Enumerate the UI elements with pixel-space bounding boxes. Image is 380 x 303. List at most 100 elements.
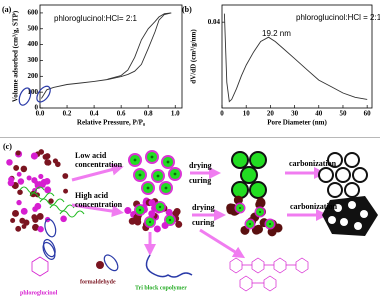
annotation: phloroglucinol:HCl = 2:1 bbox=[296, 13, 380, 22]
precursor-dot bbox=[32, 216, 39, 223]
pore bbox=[329, 154, 341, 166]
pore bbox=[337, 169, 349, 181]
pore bbox=[320, 169, 332, 181]
micelle-center bbox=[133, 158, 137, 162]
cured-dot bbox=[233, 195, 243, 205]
panel-label: (a) bbox=[2, 5, 12, 14]
x-tick-label: 10 bbox=[243, 110, 251, 118]
precursor-dot bbox=[15, 225, 22, 232]
micelle-center bbox=[148, 220, 152, 224]
pore bbox=[360, 210, 368, 218]
step-label: curing bbox=[192, 218, 214, 227]
annotation: phloroglucinol:HCl= 2:1 bbox=[54, 14, 137, 23]
precursor-dot bbox=[148, 210, 156, 218]
precursor-dot bbox=[63, 188, 69, 194]
micelle-center bbox=[138, 173, 142, 177]
pore bbox=[354, 222, 362, 230]
x-tick-label: 0.4 bbox=[90, 110, 99, 118]
x-tick-label: 0.2 bbox=[63, 110, 72, 118]
precursor-dot bbox=[32, 223, 39, 231]
x-tick-label: 60 bbox=[364, 110, 372, 118]
copolymer-loop bbox=[42, 241, 56, 260]
step-label: carbonization bbox=[289, 159, 337, 168]
precursor-dot bbox=[17, 189, 23, 195]
pore bbox=[340, 218, 348, 226]
micelle-center bbox=[158, 205, 162, 209]
arrow bbox=[199, 228, 246, 259]
legend-label: formaldehyde bbox=[80, 279, 116, 285]
x-tick-label: 40 bbox=[315, 110, 323, 118]
x-tick-label: 50 bbox=[339, 110, 347, 118]
precursor-dot bbox=[26, 175, 32, 181]
y-tick-label: 400 bbox=[28, 40, 39, 48]
micelle-center bbox=[168, 218, 172, 222]
x-tick-label: 1.0 bbox=[171, 110, 180, 118]
precursor-dot bbox=[44, 186, 52, 194]
step-label: drying bbox=[192, 203, 215, 212]
cured-core bbox=[242, 168, 256, 182]
precursor-dot bbox=[34, 202, 42, 210]
precursor-dot bbox=[48, 198, 54, 204]
micelle-center bbox=[248, 222, 252, 226]
pore bbox=[354, 169, 366, 181]
condition-label: concentration bbox=[75, 160, 123, 169]
arrow bbox=[71, 203, 124, 218]
precursor-dot bbox=[12, 209, 19, 217]
micelle-center bbox=[268, 222, 272, 226]
y-axis-label: Volume adsorbed (cm³/g, STP) bbox=[12, 10, 20, 102]
precursor-dot bbox=[8, 176, 15, 183]
x-tick-label: 20 bbox=[267, 110, 275, 118]
copolymer-loop bbox=[103, 254, 119, 272]
pore bbox=[328, 216, 336, 224]
micelle-center bbox=[238, 206, 242, 210]
data-line bbox=[223, 13, 368, 103]
x-axis-label: Pore Diameter (nm) bbox=[267, 119, 327, 127]
y-axis-label: dV/dD (cm³/g/nm) bbox=[190, 29, 198, 84]
precursor-dot bbox=[38, 173, 44, 180]
y-tick-label: 200 bbox=[28, 72, 39, 80]
precursor-dot bbox=[36, 213, 44, 220]
precursor-dot bbox=[17, 178, 25, 185]
plot-frame bbox=[39, 4, 183, 109]
copolymer-loop bbox=[43, 238, 56, 258]
precursor-dot bbox=[42, 154, 49, 160]
precursor-dot bbox=[60, 215, 67, 223]
x-tick-label: 0.8 bbox=[144, 110, 153, 118]
step-label: drying bbox=[189, 161, 212, 170]
x-tick-label: 30 bbox=[291, 110, 299, 118]
pore bbox=[346, 154, 358, 166]
legend-label: Tri block copolymer bbox=[135, 285, 187, 291]
arrow bbox=[71, 163, 124, 182]
x-axis-label: Relative Pressure, P/P₀ bbox=[77, 119, 145, 127]
precursor-dot bbox=[15, 150, 21, 156]
x-tick-label: 0.6 bbox=[117, 110, 126, 118]
precursor-dot bbox=[13, 164, 20, 171]
copolymer-chain bbox=[29, 192, 55, 200]
precursor-dot bbox=[30, 152, 38, 160]
precursor-dot bbox=[172, 209, 180, 217]
y-tick-label: 0 bbox=[35, 104, 39, 112]
pore bbox=[329, 184, 341, 196]
micelle-center bbox=[156, 174, 160, 178]
phloroglucinol-ring bbox=[31, 256, 49, 277]
precursor-dot bbox=[55, 161, 61, 168]
pore bbox=[346, 184, 358, 196]
precursor-dot bbox=[6, 159, 13, 166]
x-tick-label: 0.0 bbox=[36, 110, 45, 118]
step-label: curing bbox=[189, 176, 211, 185]
copolymer-chain bbox=[39, 198, 65, 206]
cured-core bbox=[251, 183, 265, 197]
precursor-dot bbox=[148, 199, 156, 207]
cured-dot bbox=[267, 227, 277, 237]
plot-frame bbox=[221, 4, 373, 109]
panel-label: (c) bbox=[3, 142, 12, 151]
y-tick-label: 300 bbox=[28, 56, 39, 64]
precursor-dot bbox=[44, 159, 51, 166]
cured-core bbox=[251, 153, 265, 167]
data-line bbox=[107, 12, 172, 80]
y-tick-label: 500 bbox=[28, 24, 39, 32]
annotation: 19.2 nm bbox=[262, 29, 291, 38]
